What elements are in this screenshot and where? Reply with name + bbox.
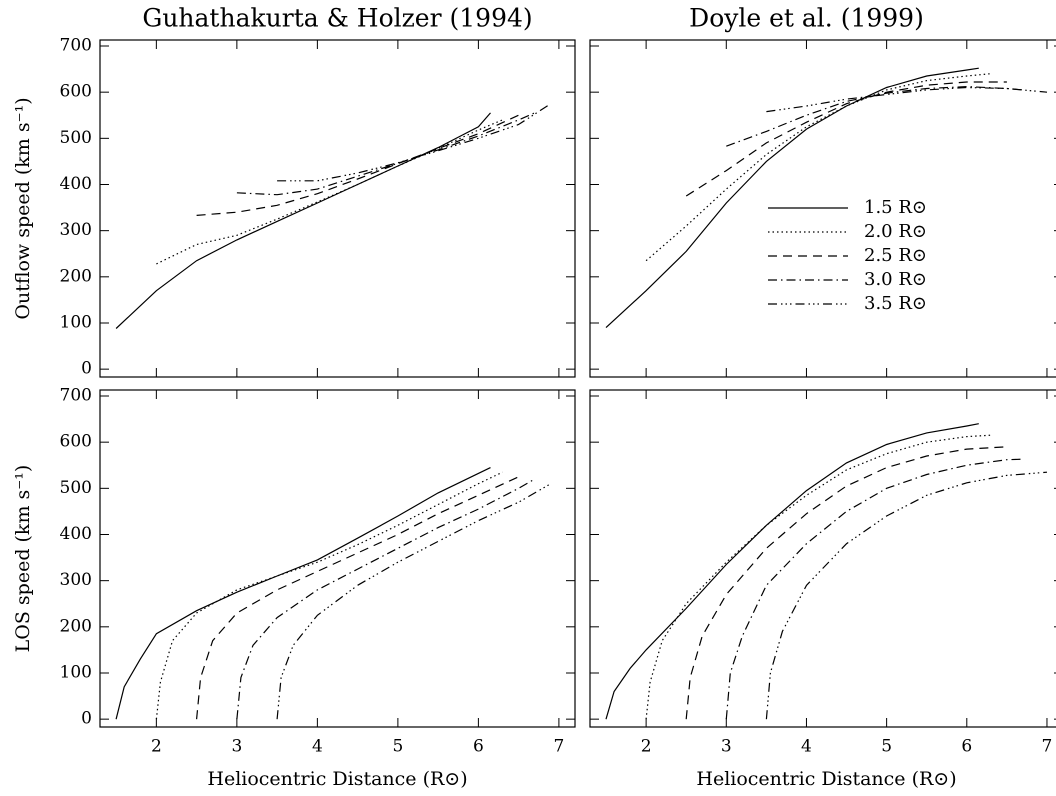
y-tick-label: 0 (81, 359, 92, 379)
series-line (196, 114, 519, 216)
x-tick-label: 2 (151, 737, 162, 757)
x-tick-label: 3 (231, 737, 242, 757)
series-line (726, 85, 1023, 147)
y-tick-label: 500 (60, 478, 92, 498)
series-line (196, 476, 519, 720)
legend-label: 3.5 R⊙ (864, 293, 927, 314)
x-tick-label: 4 (801, 737, 812, 757)
y-tick-label: 100 (60, 312, 92, 332)
x-tick-label: 7 (553, 737, 564, 757)
legend-label: 2.5 R⊙ (864, 245, 927, 266)
x-tick-label: 7 (1042, 737, 1053, 757)
y-tick-label: 500 (60, 128, 92, 148)
plot-frame (99, 39, 576, 378)
series-line (115, 112, 491, 329)
y-tick-label: 200 (60, 616, 92, 636)
x-tick-label: 4 (312, 737, 323, 757)
y-axis-label: Outflow speed (km s⁻¹) (12, 97, 34, 319)
series-line (766, 86, 1048, 113)
series-line (765, 471, 1048, 720)
x-tick-label: 5 (881, 737, 892, 757)
series-line (115, 467, 491, 720)
series-line (605, 67, 979, 329)
y-tick-label: 400 (60, 174, 92, 194)
chart-title: Guhathakurta & Holzer (1994) (142, 4, 532, 33)
series-line (236, 112, 535, 196)
series-line (685, 446, 1007, 720)
series-line (236, 478, 535, 720)
plot-frame (589, 389, 1056, 728)
x-tick-label: 6 (961, 737, 972, 757)
y-tick-label: 200 (60, 266, 92, 286)
y-tick-label: 400 (60, 524, 92, 544)
x-tick-label: 3 (721, 737, 732, 757)
plot-frame (589, 39, 1056, 378)
y-tick-label: 700 (60, 386, 92, 406)
series-line (645, 434, 991, 720)
series-line (725, 458, 1023, 720)
plot-frame (99, 389, 576, 728)
legend-label: 3.0 R⊙ (864, 269, 927, 290)
y-axis-label: LOS speed (km s⁻¹) (12, 465, 34, 653)
x-tick-label: 6 (473, 737, 484, 757)
y-tick-label: 600 (60, 432, 92, 452)
series-line (276, 483, 552, 720)
x-axis-label: Heliocentric Distance (R⊙) (696, 768, 956, 790)
x-tick-label: 5 (392, 737, 403, 757)
x-axis-label: Heliocentric Distance (R⊙) (207, 768, 467, 790)
series-line (277, 103, 552, 182)
y-tick-label: 100 (60, 662, 92, 682)
series-line (605, 423, 979, 720)
y-tick-label: 300 (60, 570, 92, 590)
y-tick-label: 600 (60, 82, 92, 102)
legend-label: 2.0 R⊙ (864, 221, 927, 242)
series-line (155, 471, 503, 720)
series-line (685, 81, 1007, 197)
x-tick-label: 2 (641, 737, 652, 757)
chart-title: Doyle et al. (1999) (689, 4, 924, 33)
series-line (645, 73, 991, 262)
y-tick-label: 0 (81, 709, 92, 729)
legend-label: 1.5 R⊙ (864, 197, 927, 218)
y-tick-label: 300 (60, 220, 92, 240)
y-tick-label: 700 (60, 36, 92, 56)
